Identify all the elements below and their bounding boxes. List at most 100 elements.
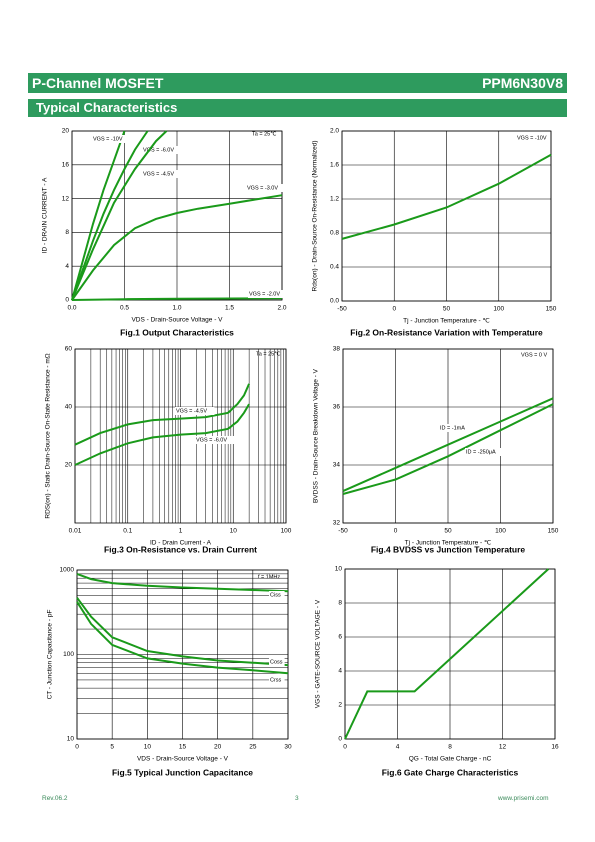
x-tick-label: 100 bbox=[495, 528, 506, 535]
series-label: Ciss bbox=[270, 592, 281, 598]
y-tick-label: 2.0 bbox=[330, 128, 339, 135]
x-tick-label: 1 bbox=[179, 528, 183, 535]
series-label: Coss bbox=[270, 659, 283, 665]
annotation: VGS = -10V bbox=[517, 135, 547, 141]
x-tick-label: 0.0 bbox=[67, 305, 76, 312]
y-tick-label: 8 bbox=[338, 600, 342, 607]
x-tick-label: 5 bbox=[110, 744, 114, 751]
y-axis-label: CT - Junction Capacitance - pF bbox=[47, 610, 54, 700]
y-axis-label: ID - DRAIN CURRENT - A bbox=[42, 177, 49, 253]
x-tick-label: 10 bbox=[230, 528, 238, 535]
x-tick-label: 0.01 bbox=[69, 528, 82, 535]
header-title: P-Channel MOSFET bbox=[32, 75, 164, 91]
chart-title: Fig.6 Gate Charge Characteristics bbox=[382, 767, 519, 777]
chart-title: Fig.3 On-Resistance vs. Drain Current bbox=[104, 544, 257, 554]
chart-title: Fig.2 On-Resistance Variation with Tempe… bbox=[350, 327, 543, 337]
y-tick-label: 1.2 bbox=[330, 196, 339, 203]
x-tick-label: 2.0 bbox=[277, 305, 286, 312]
section-title: Typical Characteristics bbox=[36, 100, 178, 115]
label-bg bbox=[246, 184, 286, 192]
x-axis-label: QG - Total Gate Charge - nC bbox=[409, 756, 492, 763]
label-bg bbox=[269, 658, 285, 666]
series-label: ID = -250μA bbox=[466, 449, 496, 455]
annotation: f = 1MHz bbox=[258, 574, 280, 580]
series-line bbox=[342, 397, 554, 493]
series-label: VGS = -6.0V bbox=[143, 147, 174, 153]
section-bar: Typical Characteristics bbox=[28, 99, 567, 117]
label-bg bbox=[269, 676, 285, 684]
y-tick-label: 20 bbox=[62, 128, 70, 135]
annotation: Ta = 25℃ bbox=[252, 131, 277, 137]
x-tick-label: 150 bbox=[548, 528, 559, 535]
x-tick-label: 50 bbox=[444, 528, 452, 535]
x-tick-label: 150 bbox=[546, 306, 557, 313]
header-bar: P-Channel MOSFET PPM6N30V8 bbox=[28, 73, 567, 93]
x-tick-label: 15 bbox=[179, 744, 187, 751]
series-line bbox=[71, 297, 283, 301]
series-label: VGS = -4.5V bbox=[143, 171, 174, 177]
y-tick-label: 16 bbox=[62, 162, 70, 169]
y-tick-label: 0.0 bbox=[330, 298, 339, 305]
series-line bbox=[71, 130, 126, 301]
y-tick-label: 0.4 bbox=[330, 264, 339, 271]
annotation: Ta = 25℃ bbox=[256, 351, 281, 357]
x-tick-label: 1.0 bbox=[172, 305, 181, 312]
y-tick-label: 32 bbox=[333, 520, 341, 527]
label-bg bbox=[175, 407, 215, 415]
label-bg bbox=[195, 436, 235, 444]
x-axis-label: VDS - Drain-Source Voltage - V bbox=[131, 317, 223, 324]
revision: Rev.06.2 bbox=[42, 795, 68, 802]
y-axis-label: RDS(on) - Static Drain-Source On-State R… bbox=[45, 353, 52, 518]
series-label: VGS = -2.0V bbox=[249, 291, 280, 297]
x-tick-label: 8 bbox=[448, 744, 452, 751]
series-label: VGS = -6.0V bbox=[196, 437, 227, 443]
series-line bbox=[76, 597, 289, 667]
x-tick-label: 0.1 bbox=[123, 528, 132, 535]
y-tick-label: 10 bbox=[335, 566, 343, 573]
y-tick-label: 100 bbox=[63, 651, 74, 658]
y-tick-label: 0 bbox=[65, 297, 69, 304]
y-tick-label: 0 bbox=[338, 736, 342, 743]
x-tick-label: 0 bbox=[394, 528, 398, 535]
annotation: VGS = 0 V bbox=[521, 352, 547, 358]
x-tick-label: -50 bbox=[338, 528, 348, 535]
y-tick-label: 4 bbox=[338, 668, 342, 675]
y-tick-label: 1.6 bbox=[330, 162, 339, 169]
y-tick-label: 60 bbox=[65, 346, 73, 353]
series-line bbox=[71, 194, 283, 301]
y-tick-label: 40 bbox=[65, 404, 73, 411]
x-tick-label: 1.5 bbox=[225, 305, 234, 312]
x-tick-label: 25 bbox=[249, 744, 257, 751]
y-tick-label: 4 bbox=[65, 263, 69, 270]
series-label: VGS = -10V bbox=[93, 136, 123, 142]
y-tick-label: 1000 bbox=[60, 567, 75, 574]
page-number: 3 bbox=[295, 795, 299, 802]
x-axis-label: ID - Drain Current - A bbox=[150, 540, 212, 547]
series-line bbox=[76, 572, 289, 593]
series-label: ID = -1mA bbox=[440, 425, 465, 431]
series-line bbox=[76, 601, 289, 675]
y-tick-label: 10 bbox=[67, 736, 75, 743]
y-tick-label: 0.8 bbox=[330, 230, 339, 237]
x-tick-label: 100 bbox=[493, 306, 504, 313]
x-axis-label: Tj - Junction Temperature - ℃ bbox=[403, 318, 490, 325]
chart-title: Fig.4 BVDSS vs Junction Temperature bbox=[371, 544, 526, 554]
x-tick-label: 16 bbox=[551, 744, 559, 751]
series-line bbox=[344, 568, 550, 740]
x-tick-label: -50 bbox=[337, 306, 347, 313]
x-axis-label: Tj - Junction Temperature - ℃ bbox=[405, 540, 492, 547]
label-bg bbox=[142, 146, 182, 154]
y-tick-label: 8 bbox=[65, 229, 69, 236]
website: www.prisemi.com bbox=[498, 795, 549, 802]
label-bg bbox=[248, 290, 288, 298]
x-tick-label: 100 bbox=[281, 528, 292, 535]
series-line bbox=[341, 153, 552, 240]
chart-title: Fig.1 Output Characteristics bbox=[120, 327, 234, 337]
x-tick-label: 20 bbox=[214, 744, 222, 751]
label-bg bbox=[439, 424, 472, 432]
label-bg bbox=[142, 170, 182, 178]
label-bg bbox=[269, 591, 285, 599]
x-tick-label: 0 bbox=[75, 744, 79, 751]
